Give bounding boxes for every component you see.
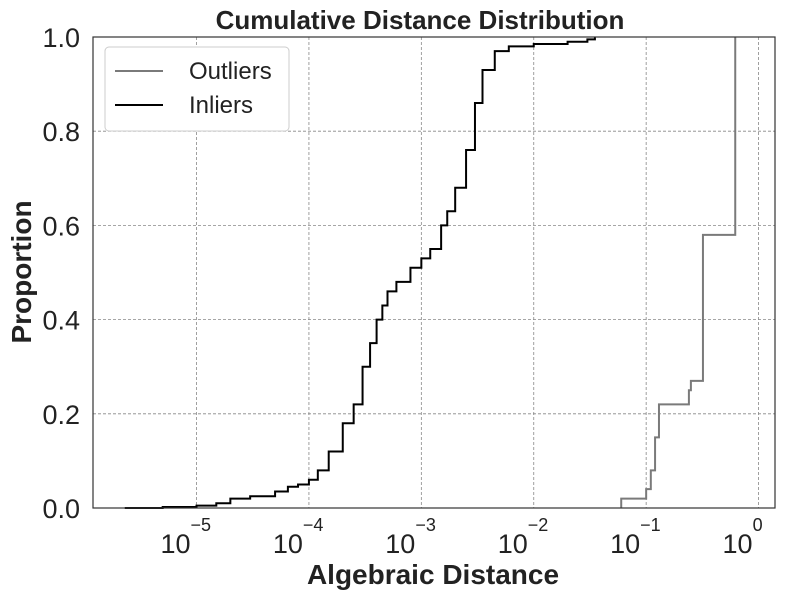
x-tick-exponent: −4 bbox=[303, 515, 324, 535]
plot-frame bbox=[92, 36, 776, 509]
y-tick-labels: 0.0 0.2 0.4 0.6 0.8 1.0 bbox=[42, 23, 80, 524]
legend: Outliers Inliers bbox=[104, 46, 290, 132]
x-tick-0: 10−5 bbox=[160, 515, 211, 559]
x-tick-base: 10 bbox=[160, 529, 190, 559]
x-tick-exponent: −1 bbox=[640, 515, 661, 535]
x-tick-2: 10−3 bbox=[385, 515, 436, 559]
y-tick-label: 0.8 bbox=[42, 117, 80, 147]
chart-title: Cumulative Distance Distribution bbox=[216, 5, 625, 35]
x-axis-label: Algebraic Distance bbox=[307, 559, 559, 590]
x-tick-exponent: −3 bbox=[415, 515, 436, 535]
y-tick-label: 0.2 bbox=[42, 400, 80, 430]
y-tick-label: 1.0 bbox=[42, 23, 80, 53]
x-tick-exponent: −5 bbox=[191, 515, 212, 535]
y-tick-label: 0.4 bbox=[42, 306, 80, 336]
x-tick-base: 10 bbox=[723, 529, 753, 559]
x-tick-base: 10 bbox=[385, 529, 415, 559]
x-tick-3: 10−2 bbox=[498, 515, 549, 559]
series-layer bbox=[124, 37, 737, 509]
legend-outliers-label: Outliers bbox=[189, 58, 272, 85]
x-tick-1: 10−4 bbox=[273, 515, 324, 559]
legend-inliers-label: Inliers bbox=[189, 92, 253, 119]
legend-box bbox=[104, 46, 290, 132]
x-tick-base: 10 bbox=[273, 529, 303, 559]
x-tick-5: 100 bbox=[723, 515, 763, 559]
x-tick-base: 10 bbox=[610, 529, 640, 559]
y-tick-label: 0.6 bbox=[42, 211, 80, 241]
x-tick-exponent: −2 bbox=[528, 515, 549, 535]
y-axis-label: Proportion bbox=[6, 200, 37, 343]
x-tick-4: 10−1 bbox=[610, 515, 661, 559]
x-tick-exponent: 0 bbox=[753, 515, 763, 535]
series-line-outliers bbox=[620, 37, 737, 508]
x-tick-base: 10 bbox=[498, 529, 528, 559]
series-line-inliers bbox=[124, 37, 596, 509]
y-tick-label: 0.0 bbox=[42, 494, 80, 524]
